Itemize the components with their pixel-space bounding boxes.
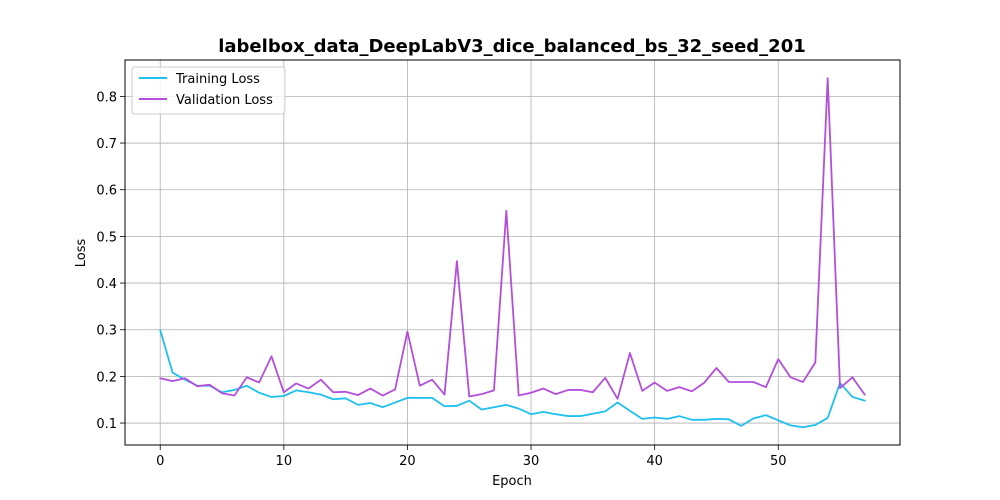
y-tick-label: 0.7	[96, 137, 117, 152]
x-axis-ticks: 0 10 20 30 40 50	[156, 445, 787, 469]
y-axis-label: Loss	[74, 239, 89, 268]
y-axis-ticks: 0.1 0.2 0.3 0.4 0.5 0.6 0.7 0.8	[96, 90, 125, 432]
chart-title: labelbox_data_DeepLabV3_dice_balanced_bs…	[218, 36, 806, 57]
validation-loss-line	[159, 77, 866, 400]
y-tick-label: 0.6	[96, 184, 117, 199]
x-tick-label: 30	[523, 454, 540, 469]
y-tick-label: 0.4	[96, 277, 117, 292]
legend-box	[131, 66, 286, 115]
y-tick-label: 0.3	[96, 324, 117, 339]
x-tick-label: 0	[156, 454, 164, 469]
x-tick-label: 50	[770, 454, 787, 469]
grid-lines	[125, 60, 900, 445]
x-tick-label: 40	[646, 454, 663, 469]
training-loss-line	[159, 329, 866, 429]
plot-frame	[124, 59, 901, 446]
y-tick-label: 0.8	[96, 90, 117, 105]
legend-label-validation: Validation Loss	[176, 93, 273, 108]
x-tick-label: 20	[399, 454, 416, 469]
y-tick-label: 0.5	[96, 230, 117, 245]
series-lines	[159, 77, 866, 429]
x-axis-label: Epoch	[492, 474, 532, 489]
x-tick-label: 10	[276, 454, 293, 469]
legend-label-training: Training Loss	[175, 72, 260, 87]
legend: Training Loss Validation Loss	[131, 66, 286, 115]
y-tick-label: 0.1	[96, 417, 117, 432]
y-tick-label: 0.2	[96, 370, 117, 385]
